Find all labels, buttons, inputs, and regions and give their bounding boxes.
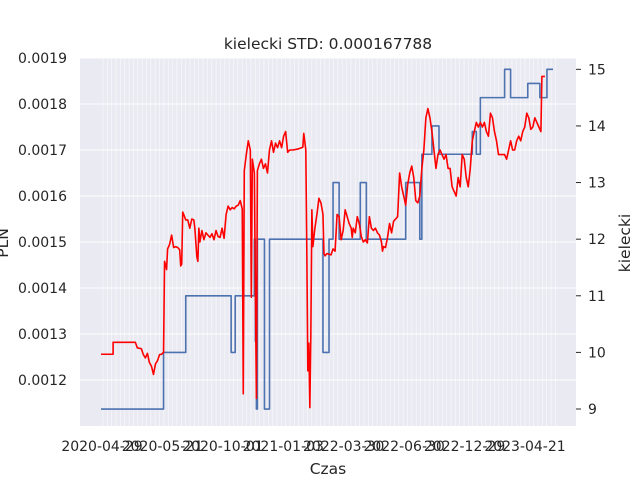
x-axis-label: Czas	[310, 460, 347, 478]
x-tick-label: 2020-05-21	[122, 439, 203, 455]
y-left-tick-label: 0.0012	[18, 373, 67, 389]
y-axis-left-label: PLN	[0, 228, 12, 258]
right-axis: 9 10 11 12 13 14 15	[576, 62, 606, 418]
y-left-tick-label: 0.0014	[18, 281, 67, 297]
y-left-tick-label: 0.0015	[18, 235, 67, 251]
y-left-tick-label: 0.0018	[18, 97, 67, 113]
y-right-tick-label: 14	[588, 119, 606, 135]
grid	[80, 57, 576, 426]
y-right-tick-label: 12	[588, 232, 606, 248]
y-left-tick-label: 0.0019	[18, 51, 67, 67]
x-tick-label: 2022-12-29	[424, 439, 505, 455]
y-left-tick-label: 0.0017	[18, 143, 67, 159]
y-right-tick-label: 11	[588, 289, 606, 305]
chart-title: kielecki STD: 0.000167788	[224, 35, 432, 53]
y-right-tick-label: 15	[588, 62, 606, 78]
y-left-tick-label: 0.0013	[18, 327, 67, 343]
y-left-tick-label: 0.0016	[18, 189, 67, 205]
y-right-tick-label: 13	[588, 176, 606, 192]
y-right-tick-label: 10	[588, 345, 606, 361]
y-axis-right-label: kielecki	[616, 214, 634, 272]
x-tick-label: 2022-03-30	[303, 439, 384, 455]
series-layer	[101, 68, 553, 410]
x-tick-label: 2023-04-21	[484, 439, 565, 455]
x-tick-label: 2020-04-29	[61, 439, 142, 455]
x-tick-label: 2021-01-03	[243, 439, 324, 455]
x-axis: 2020-04-292020-05-212020-10-012021-01-03…	[61, 439, 565, 455]
x-tick-label: 2022-06-30	[363, 439, 444, 455]
left-axis: 0.0012 0.0013 0.0014 0.0015 0.0016 0.0017 0.00…	[18, 51, 67, 389]
y-right-tick-label: 9	[588, 402, 597, 418]
pln-series-line	[101, 75, 545, 409]
x-tick-label: 2020-10-01	[182, 439, 263, 455]
